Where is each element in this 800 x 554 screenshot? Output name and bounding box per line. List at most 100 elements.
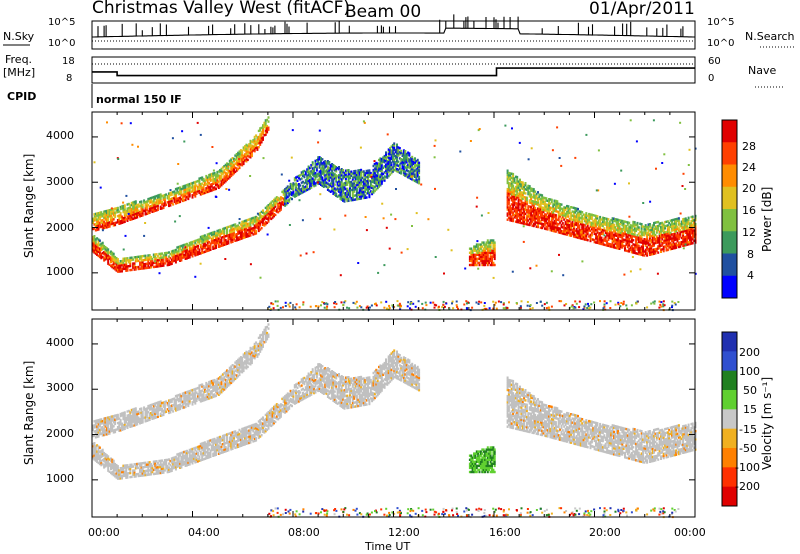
power-cell [628, 242, 631, 245]
power-cell [651, 242, 654, 246]
power-cell [506, 177, 509, 181]
power-cell [541, 212, 544, 215]
power-cell [628, 227, 631, 231]
power-cell [166, 201, 169, 204]
power-cell [372, 170, 375, 174]
power-cell [129, 218, 132, 221]
power-cell [155, 205, 158, 208]
power-cell [613, 233, 615, 237]
power-cell [170, 197, 173, 200]
power-cell [628, 248, 631, 251]
power-cell [92, 235, 94, 239]
power-cell [654, 241, 657, 245]
power-cell [133, 266, 136, 269]
power-cell [561, 222, 564, 225]
power-cell [233, 172, 235, 175]
power-cell [671, 233, 673, 236]
power-cell [421, 302, 424, 305]
power-cell [304, 181, 307, 184]
power-cell [255, 232, 258, 235]
power-cell [231, 228, 234, 231]
power-cell [111, 212, 114, 215]
power-cell [603, 303, 606, 306]
power-cell [535, 302, 538, 304]
power-cell [378, 167, 380, 170]
power-cell [368, 195, 371, 199]
power-cell [520, 213, 523, 216]
power-cell [187, 183, 190, 186]
power-cell [349, 176, 351, 180]
power-cell [132, 209, 135, 212]
power-cell [297, 183, 300, 186]
power-cell [539, 199, 542, 203]
power-cell [596, 237, 599, 240]
power-cell [355, 183, 358, 187]
power-cell [227, 163, 230, 166]
power-cell [156, 202, 159, 205]
power-cell [525, 215, 528, 218]
power-cell [611, 241, 614, 245]
power-cell [621, 240, 624, 243]
power-cell [557, 229, 560, 232]
power-cell [212, 186, 215, 190]
power-cell [613, 235, 615, 239]
power-cell [245, 147, 248, 151]
power-cell [364, 174, 367, 177]
power-cell [480, 301, 483, 304]
power-cell [483, 304, 486, 307]
power-cell [285, 192, 288, 196]
power-cell [139, 200, 141, 204]
power-cell [238, 152, 241, 155]
power-cell [320, 173, 322, 176]
power-cell [362, 182, 365, 185]
power-cell [615, 220, 618, 223]
power-cell [212, 245, 215, 248]
power-cell [333, 177, 336, 180]
power-cell [134, 206, 137, 209]
power-cell [215, 240, 217, 243]
power-cell [101, 245, 104, 249]
power-cell [186, 257, 188, 260]
power-cell [629, 246, 632, 249]
power-cell [230, 170, 233, 173]
power-cell [148, 205, 151, 208]
power-cell [644, 240, 647, 243]
power-cell [279, 196, 282, 199]
power-cell [577, 234, 579, 237]
power-cell [416, 171, 419, 174]
power-cell [606, 225, 609, 229]
cpid-label: CPID [7, 90, 36, 103]
power-cell [355, 173, 358, 176]
power-cell [340, 186, 343, 189]
power-cell [255, 226, 258, 229]
power-cell [481, 241, 484, 244]
power-cell [416, 175, 419, 178]
power-cell [277, 202, 280, 206]
power-cell [288, 188, 291, 191]
power-cell [233, 236, 235, 239]
power-cell [624, 220, 626, 223]
power-cell [321, 170, 324, 173]
power-cell [507, 208, 510, 211]
power-cell [179, 247, 182, 250]
power-cell [578, 218, 581, 221]
power-cell [606, 223, 609, 227]
power-cell [231, 234, 234, 237]
power-cell [486, 245, 489, 248]
power-cell [270, 302, 273, 305]
power-cell [633, 251, 636, 255]
power-cell [626, 249, 629, 253]
power-cell [637, 252, 640, 256]
power-cell [481, 245, 484, 248]
power-cell [683, 225, 686, 229]
power-cell [684, 227, 687, 230]
power-cell [295, 303, 298, 306]
power-cell [118, 216, 121, 219]
power-cell [375, 182, 378, 185]
power-cell [344, 214, 347, 217]
power-cell [369, 182, 372, 185]
power-cell [168, 261, 170, 264]
power-cell [532, 196, 535, 199]
power-cell [512, 172, 515, 176]
power-cell [654, 225, 657, 228]
